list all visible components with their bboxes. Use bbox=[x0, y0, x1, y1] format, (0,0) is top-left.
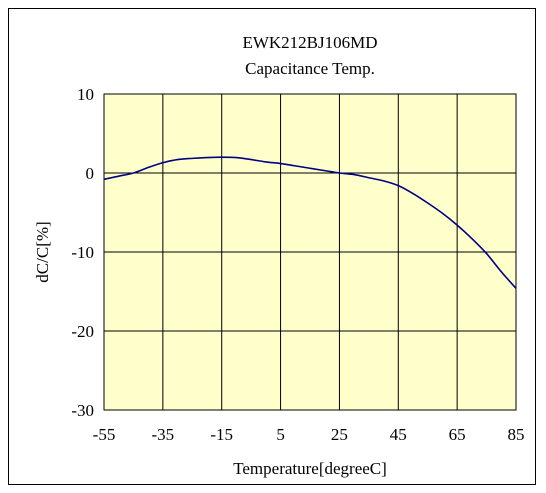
x-tick-label: 25 bbox=[331, 425, 348, 444]
x-tick-label: 85 bbox=[508, 425, 525, 444]
grid-lines bbox=[104, 94, 516, 410]
y-axis-label: dC/C[%] bbox=[33, 221, 52, 282]
plot-border bbox=[103, 93, 517, 411]
x-tick-label: 65 bbox=[449, 425, 466, 444]
y-tick-label: -10 bbox=[71, 243, 94, 262]
x-tick-label: -55 bbox=[93, 425, 116, 444]
series-line-0 bbox=[103, 156, 517, 289]
x-axis-label: Temperature[degreeC] bbox=[233, 459, 387, 478]
chart-subtitle: Capacitance Temp. bbox=[245, 59, 375, 78]
y-tick-label: -20 bbox=[71, 322, 94, 341]
tick-labels: -55 -35 -15 5 25 45 65 85 10 0 -10 -20 -30 bbox=[71, 85, 524, 444]
y-tick-label: 10 bbox=[77, 85, 94, 104]
chart-title: EWK212BJ106MD bbox=[242, 33, 377, 52]
series-group bbox=[103, 156, 517, 289]
x-tick-label: 45 bbox=[390, 425, 407, 444]
axes bbox=[103, 93, 517, 411]
x-tick-label: -35 bbox=[152, 425, 175, 444]
x-tick-label: -15 bbox=[210, 425, 233, 444]
x-tick-label: 5 bbox=[276, 425, 285, 444]
y-tick-label: 0 bbox=[86, 164, 95, 183]
y-tick-label: -30 bbox=[71, 401, 94, 420]
